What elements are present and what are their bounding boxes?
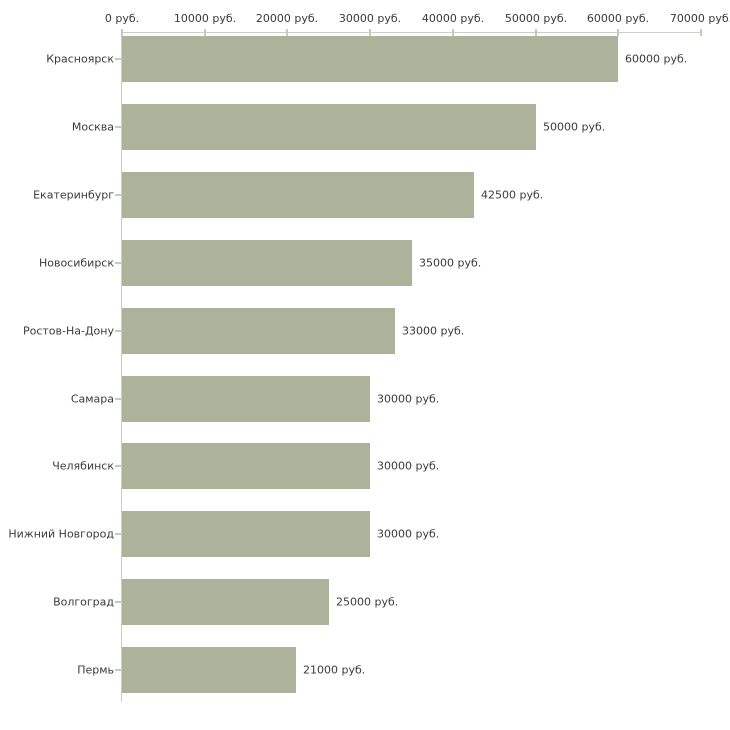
x-tick bbox=[369, 29, 371, 36]
bar bbox=[122, 308, 395, 354]
x-tick-label: 60000 руб. bbox=[586, 12, 650, 25]
x-tick bbox=[204, 29, 206, 36]
x-tick-label: 0 руб. bbox=[104, 12, 140, 25]
x-tick bbox=[700, 29, 702, 36]
x-axis-line bbox=[121, 32, 701, 33]
bar-value-label: 30000 руб. bbox=[377, 392, 440, 406]
bar bbox=[122, 104, 536, 150]
bar bbox=[122, 579, 329, 625]
category-tick bbox=[115, 398, 121, 400]
category-label: Красноярск bbox=[46, 52, 114, 66]
bar-value-label: 25000 руб. bbox=[336, 595, 399, 609]
category-label: Москва bbox=[71, 120, 114, 134]
category-tick bbox=[115, 669, 121, 671]
x-tick bbox=[286, 29, 288, 36]
bar-value-label: 35000 руб. bbox=[419, 256, 482, 270]
category-label: Нижний Новгород bbox=[8, 527, 114, 541]
bar bbox=[122, 443, 370, 489]
x-tick-label: 50000 руб. bbox=[504, 12, 568, 25]
category-tick bbox=[115, 262, 121, 264]
category-label: Пермь bbox=[77, 663, 114, 677]
bar-value-label: 60000 руб. bbox=[625, 52, 688, 66]
bar-value-label: 21000 руб. bbox=[303, 663, 366, 677]
bar bbox=[122, 36, 618, 82]
bar bbox=[122, 647, 296, 693]
category-label: Новосибирск bbox=[38, 256, 114, 270]
y-axis-line bbox=[121, 32, 122, 702]
category-tick bbox=[115, 601, 121, 603]
x-tick-label: 10000 руб. bbox=[173, 12, 237, 25]
category-tick bbox=[115, 126, 121, 128]
category-tick bbox=[115, 330, 121, 332]
x-tick-label: 20000 руб. bbox=[255, 12, 319, 25]
x-tick-label: 70000 руб. bbox=[669, 12, 730, 25]
bar bbox=[122, 172, 474, 218]
category-label: Самара bbox=[70, 392, 114, 406]
bar-value-label: 50000 руб. bbox=[543, 120, 606, 134]
x-tick bbox=[121, 29, 123, 36]
category-label: Ростов-На-Дону bbox=[22, 324, 114, 338]
bar-value-label: 30000 руб. bbox=[377, 527, 440, 541]
category-tick bbox=[115, 465, 121, 467]
x-tick bbox=[535, 29, 537, 36]
bar bbox=[122, 240, 412, 286]
x-tick bbox=[452, 29, 454, 36]
bar-value-label: 42500 руб. bbox=[481, 188, 544, 202]
x-tick bbox=[617, 29, 619, 36]
bar-value-label: 33000 руб. bbox=[402, 324, 465, 338]
category-tick bbox=[115, 58, 121, 60]
category-tick bbox=[115, 194, 121, 196]
bar bbox=[122, 511, 370, 557]
x-tick-label: 40000 руб. bbox=[421, 12, 485, 25]
category-label: Екатеринбург bbox=[33, 188, 114, 202]
category-label: Волгоград bbox=[53, 595, 114, 609]
bar bbox=[122, 376, 370, 422]
bar-value-label: 30000 руб. bbox=[377, 459, 440, 473]
category-tick bbox=[115, 533, 121, 535]
x-tick-label: 30000 руб. bbox=[338, 12, 402, 25]
category-label: Челябинск bbox=[52, 459, 114, 473]
